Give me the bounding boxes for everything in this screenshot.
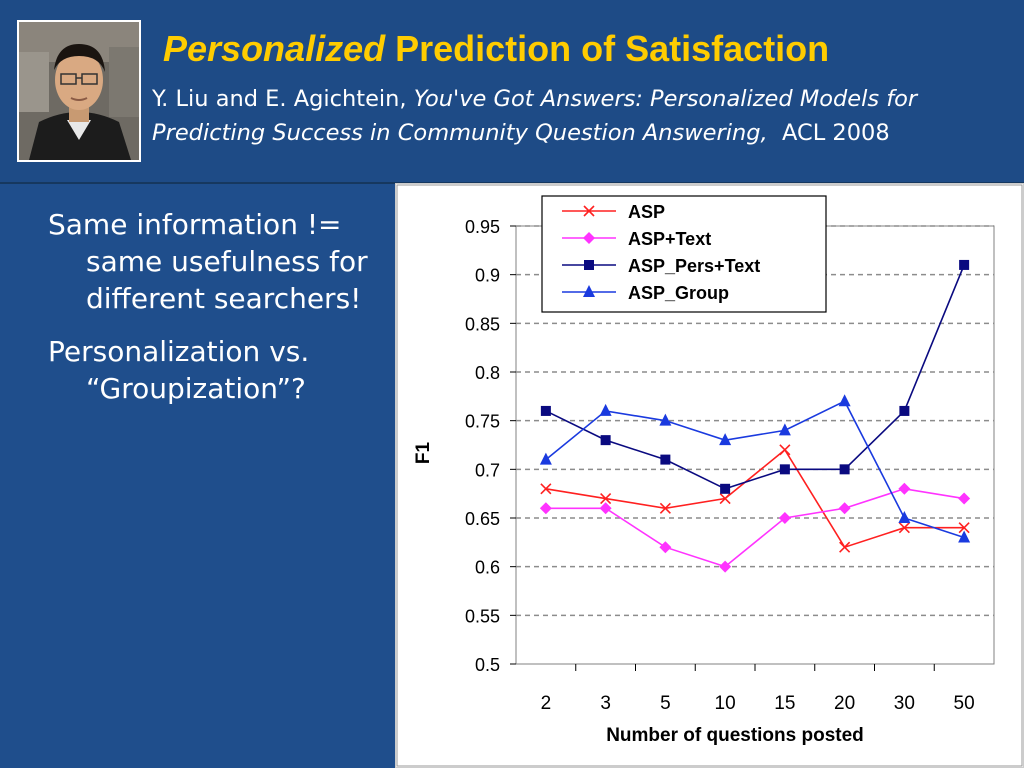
data-point (720, 483, 731, 494)
legend-marker (583, 232, 595, 244)
data-point (659, 413, 672, 426)
y-tick-label: 0.8 (475, 363, 500, 383)
legend-marker (583, 205, 595, 217)
x-tick-label: 2 (541, 693, 552, 714)
chart-container: 0.5 0.55 0.6 0.65 0.7 0.75 0.8 0.85 0.9 0.95 2 3 5 10… (395, 183, 1024, 768)
legend-label: ASP+Text (628, 229, 711, 249)
legend-label: ASP_Group (628, 283, 729, 303)
f1-line-chart: 0.5 0.55 0.6 0.65 0.7 0.75 0.8 0.85 0.9 0.95 2 3 5 10… (396, 184, 1023, 767)
data-point (779, 444, 791, 456)
y-tick-label: 0.9 (475, 266, 500, 286)
title-rest: Prediction of Satisfaction (395, 28, 830, 69)
legend-label: ASP_Pers+Text (628, 256, 760, 276)
citation: Y. Liu and E. Agichtein, You've Got Answ… (152, 82, 1017, 150)
x-tick-label: 50 (954, 693, 975, 714)
data-point (958, 530, 971, 543)
y-tick-label: 0.55 (465, 606, 500, 626)
data-point (659, 502, 671, 514)
x-tick-label: 10 (715, 693, 736, 714)
x-tick-label: 5 (660, 693, 671, 714)
legend-marker (584, 260, 594, 270)
data-point (838, 502, 851, 515)
legend-marker (583, 285, 595, 297)
data-point (958, 522, 970, 534)
x-tick-label: 3 (600, 693, 611, 714)
data-point (898, 482, 911, 495)
bullet-item: Same information != same usefulness for … (48, 208, 368, 315)
data-point (539, 502, 552, 515)
data-point (778, 423, 791, 436)
x-tick-label: 20 (834, 693, 855, 714)
series-line (545, 448, 965, 549)
citation-title: You've Got Answers: Personalized Models … (152, 86, 918, 146)
data-point (959, 259, 970, 270)
y-tick-label: 0.85 (465, 314, 500, 334)
y-tick-label: 0.5 (475, 655, 500, 675)
data-point (660, 454, 671, 465)
data-point (600, 492, 612, 505)
x-tick-label: 15 (774, 693, 795, 714)
data-point (898, 522, 910, 534)
data-point (539, 452, 552, 465)
y-tick-label: 0.95 (465, 217, 500, 237)
author-photo (17, 20, 141, 162)
data-point (839, 541, 851, 553)
data-point (838, 394, 851, 407)
y-tick-label: 0.75 (465, 412, 500, 432)
citation-venue: ACL 2008 (782, 120, 890, 146)
legend-label: ASP (628, 202, 665, 222)
bullet-list: Same information != same usefulness for … (48, 206, 398, 423)
x-axis-title: Number of questions posted (606, 725, 864, 746)
y-axis-title: F1 (413, 441, 434, 464)
slide-title: Personalized Prediction of Satisfaction (163, 28, 1013, 70)
data-point (719, 492, 731, 505)
y-tick-label: 0.7 (475, 460, 500, 480)
data-point (898, 511, 911, 523)
data-point (839, 464, 850, 475)
data-point (600, 435, 611, 446)
series-line (545, 487, 965, 568)
data-point (719, 433, 732, 446)
citation-authors: Y. Liu and E. Agichtein, (152, 86, 407, 112)
data-point (659, 541, 672, 554)
data-point (540, 405, 551, 416)
x-tick-label: 30 (894, 693, 915, 714)
bullet-item: Personalization vs. “Groupization”? (48, 335, 310, 405)
header-band: Personalized Prediction of Satisfaction … (0, 0, 1024, 184)
data-point (958, 492, 971, 505)
data-point (779, 464, 790, 475)
y-tick-label: 0.6 (475, 558, 500, 578)
data-point (719, 560, 732, 573)
series-line (545, 400, 965, 539)
data-point (599, 502, 612, 515)
title-italic: Personalized (163, 28, 386, 69)
data-point (540, 483, 552, 495)
data-point (599, 403, 612, 416)
series-line (545, 264, 965, 490)
portrait-image (19, 22, 139, 160)
data-point (899, 405, 910, 416)
y-tick-label: 0.65 (465, 509, 500, 529)
data-point (778, 512, 791, 524)
